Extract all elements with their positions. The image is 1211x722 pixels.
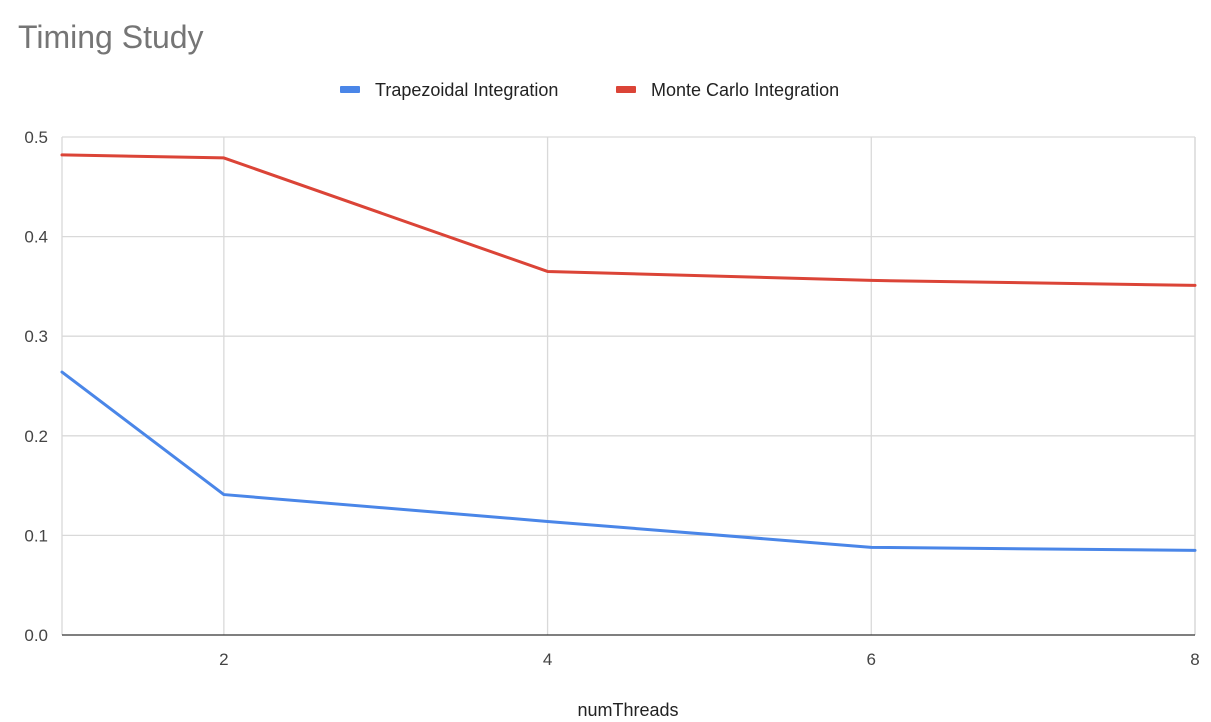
x-tick-label: 6 [867, 650, 876, 669]
legend-swatch-monte-carlo [616, 86, 636, 93]
chart-title: Timing Study [18, 19, 204, 55]
y-tick-label: 0.1 [24, 526, 48, 545]
y-tick-label: 0.5 [24, 128, 48, 147]
y-tick-label: 0.3 [24, 327, 48, 346]
legend-label-trapezoidal: Trapezoidal Integration [375, 80, 558, 100]
series-line-trapezoidal [60, 370, 1197, 552]
y-tick-label: 0.2 [24, 427, 48, 446]
x-tick-label: 4 [543, 650, 552, 669]
x-tick-label: 8 [1190, 650, 1199, 669]
gridlines [61, 136, 1196, 635]
y-tick-label: 0.4 [24, 228, 48, 247]
legend-swatch-trapezoidal [340, 86, 360, 93]
legend-label-monte-carlo: Monte Carlo Integration [651, 80, 839, 100]
series-line-monte-carlo [60, 153, 1197, 287]
x-axis-title: numThreads [577, 700, 678, 720]
x-tick-label: 2 [219, 650, 228, 669]
y-axis-tick-labels: 0.0 0.1 0.2 0.3 0.4 0.5 [24, 128, 48, 645]
legend: Trapezoidal Integration Monte Carlo Inte… [340, 80, 839, 100]
series-lines [60, 153, 1197, 552]
x-axis-tick-labels: 2 4 6 8 [219, 650, 1200, 669]
y-tick-label: 0.0 [24, 626, 48, 645]
